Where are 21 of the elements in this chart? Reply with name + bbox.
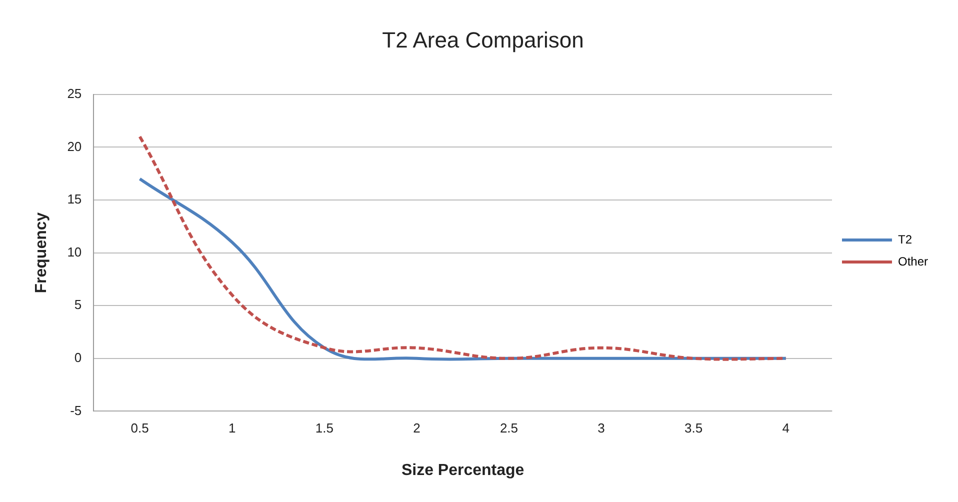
chart-title: T2 Area Comparison <box>382 27 584 52</box>
x-tick-label: 0.5 <box>130 420 149 436</box>
x-tick-label: 3.5 <box>684 420 703 436</box>
y-tick-label: 25 <box>67 86 82 101</box>
x-tick-label: 1.5 <box>315 420 334 436</box>
legend-label: T2 <box>898 232 912 246</box>
y-tick-label: 20 <box>67 138 82 154</box>
x-tick-label: 2 <box>413 420 420 436</box>
x-tick-label: 4 <box>782 420 790 436</box>
x-tick-label: 2.5 <box>500 420 518 436</box>
line-series <box>138 135 788 361</box>
x-tick-label: 3 <box>598 420 605 436</box>
y-tick-label: 5 <box>74 297 82 312</box>
y-tick-label: 15 <box>67 192 82 207</box>
x-axis-title: Size Percentage <box>401 462 524 479</box>
y-axis-title: Frequency <box>33 212 50 294</box>
y-tick-label: 10 <box>67 244 82 260</box>
x-tick-label: 1 <box>228 420 236 436</box>
y-tick-label: 0 <box>74 350 82 365</box>
y-tick-label: -5 <box>70 402 82 418</box>
legend-label: Other <box>898 254 928 268</box>
